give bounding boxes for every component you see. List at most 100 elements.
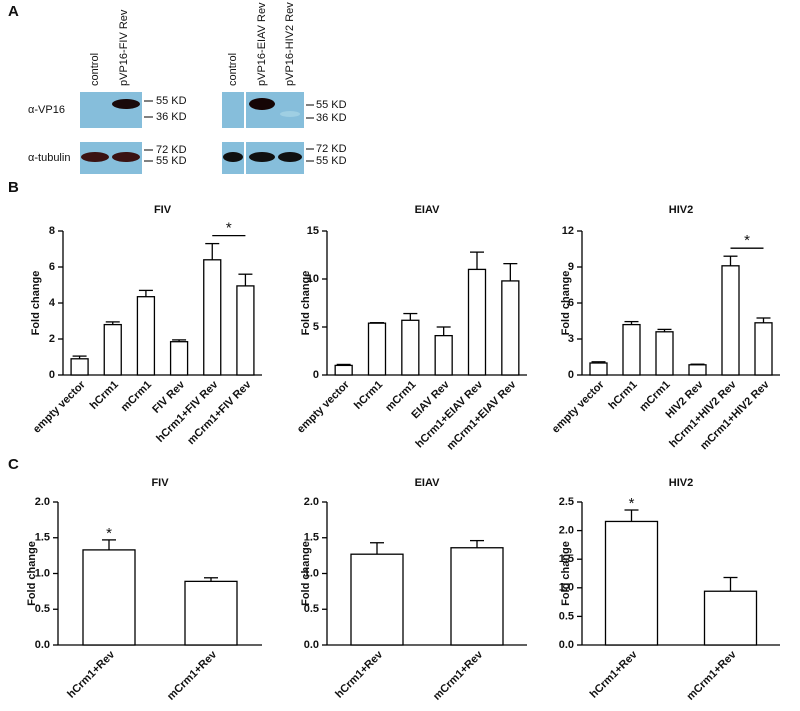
chart-title: FIV (154, 204, 172, 216)
x-tick-label: empty vector (295, 378, 352, 435)
bar (501, 280, 520, 376)
y-axis-label: Fold change (560, 541, 572, 606)
x-tick-label: hCrm1+Rev (588, 648, 641, 701)
chart-title: EIAV (415, 477, 441, 489)
y-tick-label: 2.0 (35, 496, 50, 508)
band (112, 152, 140, 162)
significance-mark: * (629, 495, 635, 512)
y-tick-label: 0.5 (35, 603, 50, 615)
panel-label: A (8, 3, 19, 20)
y-tick-label: 0.0 (35, 639, 50, 651)
band (280, 111, 300, 117)
size-marker: 72 KD (156, 144, 187, 156)
bar (589, 362, 608, 376)
row-label: α-VP16 (28, 104, 65, 116)
chart-title: FIV (151, 477, 169, 489)
y-tick-label: 3 (568, 333, 574, 345)
y-tick-label: 2 (49, 333, 55, 345)
panel-label: B (8, 179, 19, 196)
blot (222, 92, 304, 128)
y-tick-label: 0.5 (559, 610, 574, 622)
bar (350, 553, 404, 646)
x-tick-label: empty vector (31, 378, 88, 435)
y-axis-label: Fold change (300, 271, 312, 336)
size-marker: 55 KD (156, 155, 187, 167)
size-marker: 55 KD (316, 99, 347, 111)
chart-title: EIAV (415, 204, 441, 216)
bar (184, 580, 238, 646)
x-tick-label: hCrm1+Rev (65, 648, 118, 701)
y-tick-label: 1.0 (35, 567, 50, 579)
x-tick-label: hCrm1 (352, 379, 385, 412)
y-axis-label: Fold change (30, 271, 42, 336)
x-tick-label: mCrm1+FIV Rev (185, 378, 254, 447)
bar (103, 323, 122, 376)
bar (169, 341, 189, 376)
bar (82, 549, 136, 646)
bar (622, 323, 641, 376)
lane-label: pVP16-EIAV Rev (256, 2, 268, 86)
blot-left (80, 92, 142, 174)
size-marker: 72 KD (316, 143, 347, 155)
x-tick-label: hCrm1 (88, 379, 121, 412)
size-marker: 55 KD (156, 95, 187, 107)
y-tick-label: 2.0 (304, 496, 319, 508)
y-axis-label: Fold change (300, 541, 312, 606)
y-tick-label: 10 (307, 273, 319, 285)
bar (467, 268, 487, 376)
y-tick-label: 1.5 (559, 553, 574, 565)
size-marker: 36 KD (316, 112, 347, 124)
bar (721, 265, 740, 376)
band (81, 152, 109, 162)
bar (136, 296, 156, 376)
band (278, 152, 302, 162)
significance-mark: * (106, 525, 112, 542)
y-tick-label: 2.0 (559, 525, 574, 537)
bar (655, 331, 674, 376)
bar (70, 358, 89, 376)
row-label: α-tubulin (28, 152, 70, 164)
x-tick-label: mCrm1 (119, 379, 154, 414)
y-tick-label: 2.5 (559, 496, 574, 508)
bar (367, 322, 387, 376)
lane-label: control (227, 53, 239, 86)
lane-label: pVP16-FIV Rev (118, 9, 130, 86)
y-tick-label: 0.0 (559, 639, 574, 651)
y-tick-label: 8 (49, 225, 55, 237)
bar (754, 322, 773, 376)
size-marker: 36 KD (156, 111, 187, 123)
y-tick-label: 0 (313, 369, 319, 381)
bar (703, 590, 758, 646)
band (249, 98, 275, 110)
y-tick-label: 6 (568, 297, 574, 309)
y-tick-label: 0 (49, 369, 55, 381)
x-tick-label: mCrm1+Rev (165, 648, 220, 703)
y-tick-label: 0 (568, 369, 574, 381)
x-tick-label: mCrm1+Rev (685, 648, 740, 703)
bar (236, 285, 255, 376)
x-tick-label: empty vector (550, 378, 607, 435)
y-tick-label: 1.0 (304, 567, 319, 579)
y-tick-label: 9 (568, 261, 574, 273)
lane-label: control (89, 53, 101, 86)
y-tick-label: 15 (307, 225, 319, 237)
y-tick-label: 6 (49, 261, 55, 273)
x-tick-label: hCrm1+Rev (333, 648, 386, 701)
bar (203, 259, 222, 376)
y-axis-label: Fold change (26, 541, 38, 606)
bar (604, 520, 659, 646)
x-tick-label: mCrm1+Rev (431, 648, 486, 703)
y-tick-label: 1.0 (559, 582, 574, 594)
bar (334, 364, 353, 376)
bar (434, 334, 453, 376)
lane-label: pVP16-HIV2 Rev (284, 2, 296, 86)
blot-right (222, 92, 304, 174)
y-tick-label: 0.0 (304, 639, 319, 651)
panel-label: C (8, 456, 19, 473)
y-tick-label: 5 (313, 321, 319, 333)
y-tick-label: 4 (49, 297, 56, 309)
band (223, 152, 243, 162)
y-tick-label: 1.5 (35, 532, 50, 544)
blot (80, 92, 142, 128)
